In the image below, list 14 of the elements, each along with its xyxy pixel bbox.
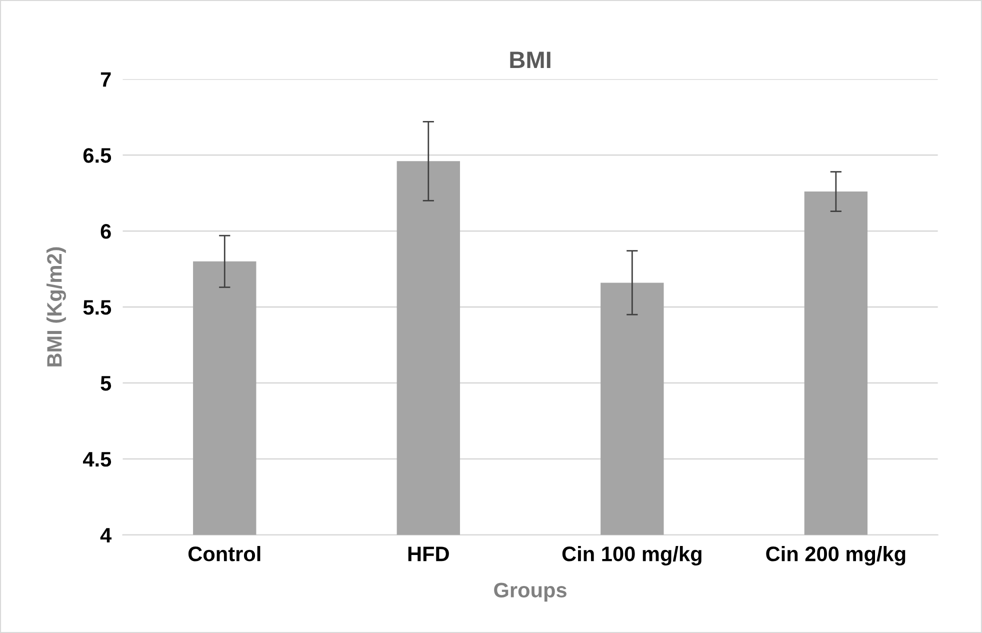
y-tick-label: 4.5 (82, 452, 112, 467)
y-tick-label: 7 (100, 72, 111, 87)
chart-title: BMI (510, 52, 550, 68)
y-tick-label: 5.5 (83, 300, 112, 315)
x-tick-label: Cin 100 mg/kg (562, 546, 702, 566)
x-tick-label: Cin 200 mg/kg (766, 546, 906, 566)
x-tick-label: HFD (408, 546, 449, 562)
y-tick-label: 6 (100, 224, 111, 239)
x-tick-label: Control (188, 546, 260, 562)
y-tick-label: 5 (100, 376, 112, 391)
y-axis-title: BMI (Kg/m2) (46, 247, 66, 366)
y-tick-label: 6.5 (83, 148, 112, 163)
y-tick-label: 4 (100, 528, 112, 542)
x-axis-title: Groups (494, 582, 566, 602)
